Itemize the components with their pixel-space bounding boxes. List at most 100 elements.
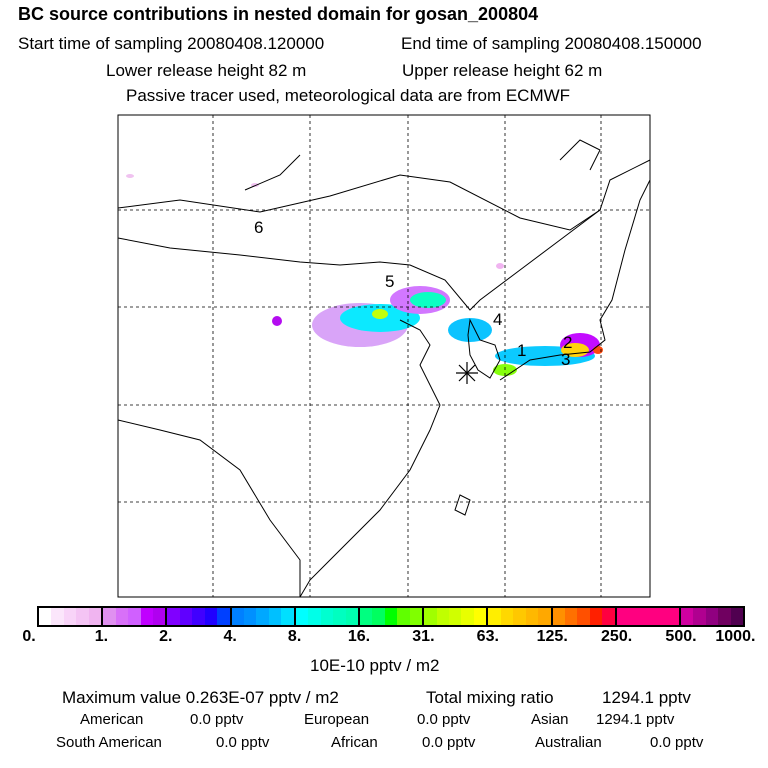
colorbar-cell (192, 608, 205, 625)
gridlines (118, 115, 650, 597)
colorbar-cell (500, 608, 514, 625)
colorbar-tick-label: 1000. (715, 628, 756, 645)
colorbar-cell (244, 608, 257, 625)
upper-release-height: Upper release height 62 m (402, 61, 603, 80)
coastlines (117, 139, 651, 598)
colorbar-cell (295, 608, 309, 625)
colorbar-cell (268, 608, 282, 625)
colorbar-tick-label: 16. (347, 628, 371, 645)
colorbar-cell (654, 608, 667, 625)
colorbar-tick-label: 8. (287, 628, 302, 645)
source-label-5: 5 (385, 272, 394, 291)
colorbar-cell (204, 608, 218, 625)
source-label-2: 2 (563, 333, 572, 352)
region-name: Asian (531, 711, 569, 728)
colorbar-cell (88, 608, 104, 625)
colorbar-cell (629, 608, 642, 625)
colorbar-cell (449, 608, 462, 625)
colorbar-cell (167, 608, 180, 625)
colorbar-cell (51, 608, 64, 625)
colorbar-cell (718, 608, 731, 625)
colorbar-cell (39, 608, 52, 625)
colorbar-cell (513, 608, 526, 625)
colorbar-tick-label: 4. (223, 628, 237, 645)
asterisk-receptor-marker (456, 362, 478, 384)
colorbar-cell (63, 608, 77, 625)
map-frame (117, 114, 651, 598)
region-value: 0.0 pptv (216, 734, 270, 751)
colorbar-cell (76, 608, 89, 625)
lower-release-height: Lower release height 82 m (106, 61, 307, 80)
region-value: 0.0 pptv (650, 734, 704, 751)
region-name: African (331, 734, 378, 751)
colorbar-tick-label: 500. (665, 628, 697, 645)
colorbar-cell (308, 608, 321, 625)
colorbar-cell (231, 608, 244, 625)
colorbar-cell (384, 608, 398, 625)
region-name: American (80, 711, 144, 728)
region-value: 0.0 pptv (190, 711, 244, 728)
colorbar-cell (705, 608, 719, 625)
colorbar-cell (602, 608, 617, 625)
source-label-3: 3 (561, 350, 570, 369)
colorbar-cell (616, 608, 630, 625)
colorbar-cell (333, 608, 346, 625)
colorbar-cell (436, 608, 449, 625)
colorbar (37, 606, 745, 627)
colorbar-cell (538, 608, 553, 625)
region-name: Australian (535, 734, 602, 751)
colorbar-cell (397, 608, 410, 625)
colorbar-tick-label: 31. (412, 628, 435, 645)
max-value: Maximum value 0.263E-07 pptv / m2 (62, 688, 339, 707)
colorbar-tick-label: 1. (94, 628, 109, 645)
plot-title: BC source contributions in nested domain… (18, 4, 539, 24)
colorbar-cell (179, 608, 193, 625)
colorbar-cell (409, 608, 425, 625)
colorbar-cell (552, 608, 565, 625)
colorbar-cell (281, 608, 296, 625)
colorbar-cell (680, 608, 694, 625)
colorbar-tick-label: 2. (159, 628, 173, 645)
source-label-4: 4 (493, 310, 502, 329)
region-name: European (304, 711, 370, 728)
colorbar-tick-label: 125. (536, 628, 568, 645)
tracer-note: Passive tracer used, meteorological data… (126, 86, 571, 105)
colorbar-tick-label: 250. (601, 628, 633, 645)
colorbar-cell (140, 608, 153, 625)
colorbar-cell (461, 608, 474, 625)
colorbar-cell (152, 608, 168, 625)
colorbar-cell (577, 608, 590, 625)
end-time: End time of sampling 20080408.150000 (401, 34, 702, 53)
total-label: Total mixing ratio (426, 688, 554, 707)
colorbar-tick-label: 63. (476, 628, 499, 645)
start-time: Start time of sampling 20080408.120000 (18, 34, 325, 53)
colorbar-cell (564, 608, 578, 625)
colorbar-cell (320, 608, 334, 625)
colorbar-cell (345, 608, 360, 625)
region-value: 0.0 pptv (417, 711, 471, 728)
colorbar-cell (473, 608, 489, 625)
region-name: South American (56, 734, 162, 751)
colorbar-unit: 10E-10 pptv / m2 (310, 656, 440, 675)
colorbar-cell (103, 608, 116, 625)
colorbar-cell (641, 608, 654, 625)
region-value: 0.0 pptv (422, 734, 476, 751)
colorbar-cell (693, 608, 706, 625)
colorbar-cell (730, 608, 744, 625)
colorbar-cell (115, 608, 129, 625)
region-value: 1294.1 pptv (596, 711, 675, 728)
colorbar-cell (256, 608, 269, 625)
colorbar-cell (217, 608, 232, 625)
colorbar-cell (128, 608, 141, 625)
total-value: 1294.1 pptv (602, 688, 691, 707)
colorbar-cell (372, 608, 385, 625)
colorbar-cell (666, 608, 681, 625)
colorbar-tick-label: 0. (22, 628, 36, 645)
source-label-6: 6 (254, 218, 263, 237)
source-label-1: 1 (517, 341, 526, 360)
colorbar-cell (525, 608, 539, 625)
colorbar-cell (589, 608, 603, 625)
colorbar-cell (488, 608, 501, 625)
plume (126, 174, 603, 376)
colorbar-cell (424, 608, 437, 625)
